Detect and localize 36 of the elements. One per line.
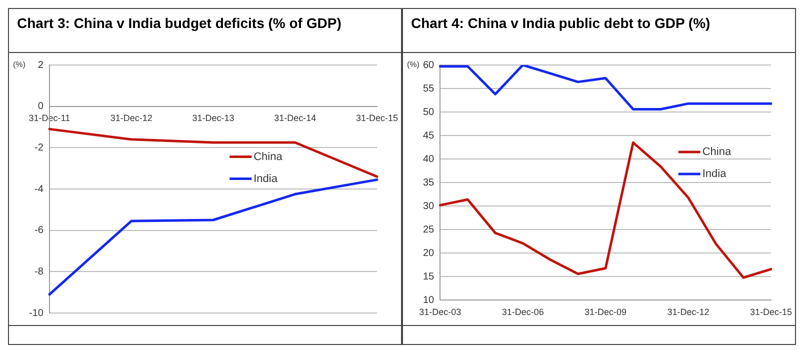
x-tick-label: 31-Dec-06 [502, 307, 544, 318]
x-tick-label: 31-Dec-03 [419, 307, 462, 318]
legend-label: India [254, 172, 278, 185]
x-tick-label: 31-Dec-12 [667, 307, 710, 318]
legend-label: China [254, 150, 284, 163]
legend-label: China [702, 146, 732, 158]
x-tick-label: 31-Dec-15 [750, 307, 792, 318]
y-tick-label: 30 [423, 200, 435, 212]
y-tick-label: 15 [423, 271, 435, 282]
chart-title: Chart 3: China v India budget deficits (% of GDP) [9, 9, 401, 53]
x-tick-label: 31-Dec-11 [28, 113, 70, 124]
x-tick-label: 31-Dec-09 [584, 307, 627, 318]
y-tick-label: 0 [38, 101, 44, 112]
chart-title: Chart 4: China v India public debt to GDP (%) [403, 9, 795, 53]
y-axis-title: (%) [13, 60, 26, 70]
x-tick-label: 31-Dec-13 [192, 113, 234, 124]
x-tick-label: 31-Dec-12 [110, 113, 152, 124]
y-tick-label: 55 [423, 83, 435, 94]
y-axis-title: (%) [407, 60, 420, 70]
y-tick-label: -10 [29, 308, 44, 319]
y-tick-label: 2 [38, 60, 44, 71]
y-tick-label: -8 [34, 266, 44, 278]
x-tick-label: 31-Dec-15 [356, 113, 398, 124]
y-tick-label: 60 [423, 60, 435, 71]
x-tick-label: 31-Dec-14 [274, 113, 316, 124]
y-tick-label: 45 [423, 130, 435, 142]
y-tick-label: 20 [423, 248, 435, 259]
y-tick-label: -2 [34, 142, 44, 154]
y-tick-label: 35 [423, 177, 435, 188]
y-tick-label: -6 [34, 225, 44, 236]
y-tick-label: 25 [423, 224, 435, 236]
y-tick-label: -4 [34, 184, 44, 195]
legend-label: India [702, 168, 728, 180]
y-tick-label: 40 [423, 154, 435, 165]
y-tick-label: 10 [423, 294, 435, 306]
y-tick-label: 50 [423, 106, 435, 118]
